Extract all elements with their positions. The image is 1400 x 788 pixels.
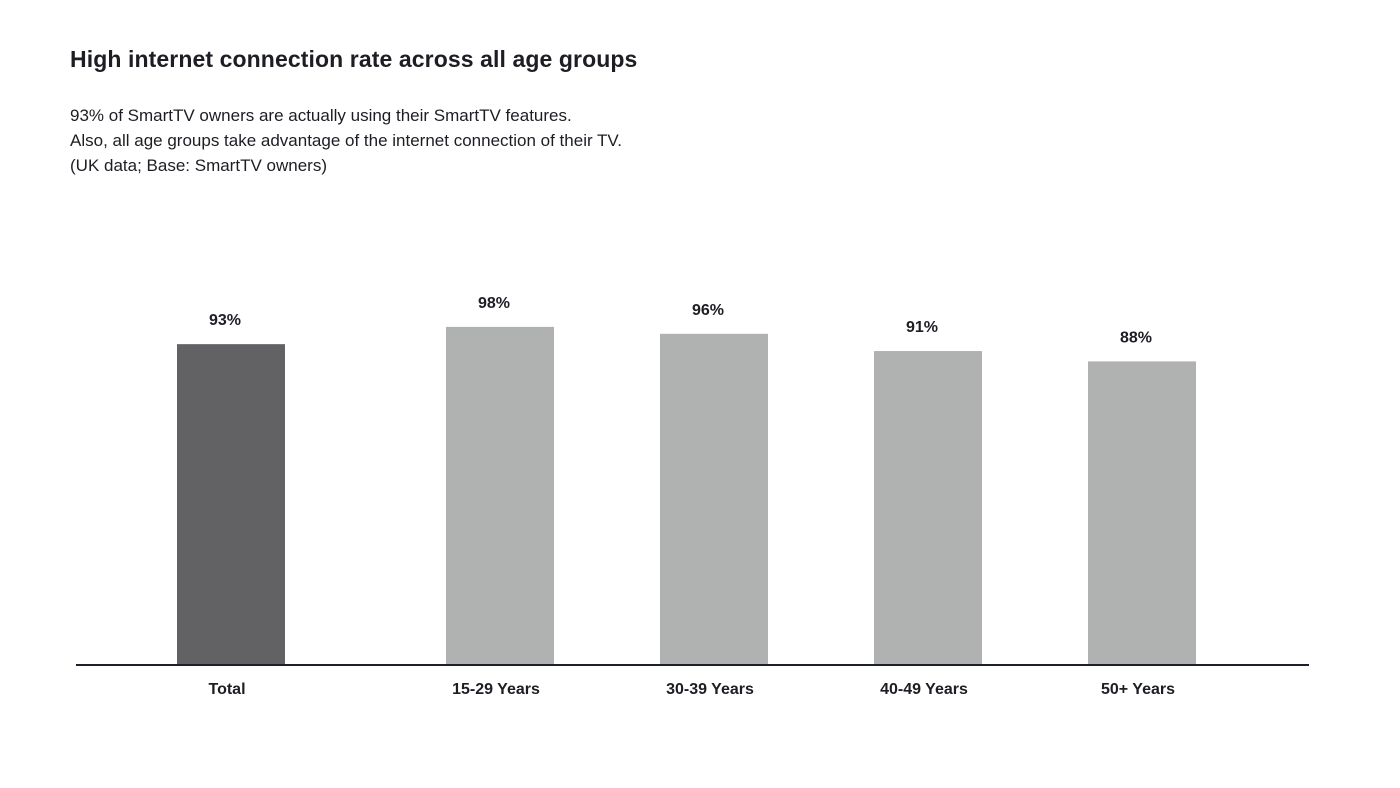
value-label: 98% (478, 295, 510, 312)
category-label: 40-49 Years (880, 681, 968, 698)
bar-30-39-years (660, 333, 768, 665)
chart-title: High internet connection rate across all… (70, 46, 638, 72)
bar-total (177, 344, 285, 665)
category-labels-group: Total 15-29 Years 30-39 Years 40-49 Years 50… (208, 681, 1175, 698)
subtitle-line-3: (UK data; Base: SmartTV owners) (70, 156, 327, 175)
value-label: 96% (692, 302, 724, 319)
category-label: 30-39 Years (666, 681, 754, 698)
value-label: 93% (209, 312, 241, 329)
chart-subtitle: 93% of SmartTV owners are actually using… (70, 103, 622, 178)
category-label: 15-29 Years (452, 681, 540, 698)
subtitle-line-1: 93% of SmartTV owners are actually using… (70, 106, 572, 125)
value-labels-group: 93% 98% 96% 91% 88% (209, 295, 1152, 347)
value-label: 88% (1120, 329, 1152, 346)
value-label: 91% (906, 319, 938, 336)
category-label: Total (208, 681, 245, 698)
category-label: 50+ Years (1101, 681, 1175, 698)
bar-15-29-years (446, 326, 554, 665)
bar-40-49-years (874, 351, 982, 665)
bar-50-years (1088, 361, 1196, 665)
bars-group (177, 326, 1196, 665)
subtitle-line-2: Also, all age groups take advantage of t… (70, 131, 622, 150)
